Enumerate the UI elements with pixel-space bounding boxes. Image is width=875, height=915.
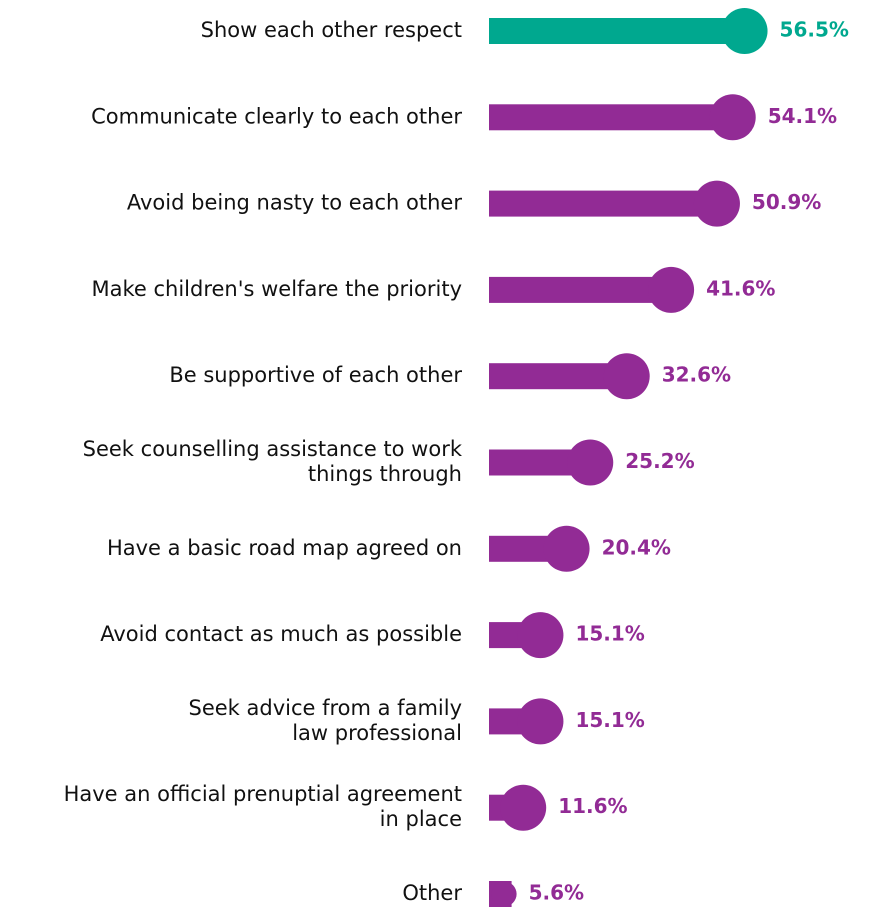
category-label: Make children's welfare the priority [91, 277, 462, 301]
category-label: Communicate clearly to each other [91, 104, 462, 128]
category-label: in place [380, 807, 462, 831]
bar-end-dot [543, 525, 590, 572]
category-label: Have a basic road map agreed on [107, 536, 462, 560]
bar-end-dot [693, 180, 740, 227]
category-label: law professional [292, 721, 462, 745]
value-label: 25.2% [625, 449, 694, 473]
value-label: 41.6% [706, 276, 775, 300]
value-label: 11.6% [558, 794, 627, 818]
bar [489, 104, 747, 131]
bar [489, 18, 759, 44]
category-label: Be supportive of each other [169, 363, 462, 387]
category-label: things through [308, 462, 462, 486]
bar-end-dot [648, 266, 695, 313]
value-label: 56.5% [780, 18, 849, 42]
bar-end-dot [721, 8, 768, 54]
category-label: Seek advice from a family [188, 696, 462, 720]
category-label: Avoid contact as much as possible [100, 622, 462, 646]
category-label: Seek counselling assistance to work [83, 437, 463, 461]
value-label: 20.4% [602, 535, 671, 559]
bar-end-dot [709, 94, 756, 141]
bar [489, 190, 731, 217]
value-label: 50.9% [752, 190, 821, 214]
value-label: 15.1% [575, 622, 644, 646]
category-label: Other [402, 881, 462, 905]
value-label: 32.6% [662, 363, 731, 387]
bar-end-dot [517, 698, 564, 745]
category-label: Have an official prenuptial agreement [64, 782, 462, 806]
category-label: Avoid being nasty to each other [127, 191, 462, 215]
bar-end-dot [500, 784, 547, 831]
value-label: 5.6% [529, 881, 584, 905]
value-label: 54.1% [768, 104, 837, 128]
bar-end-dot [603, 353, 650, 400]
bar-end-dot [491, 881, 517, 907]
category-label: Show each other respect [201, 18, 462, 42]
bar-end-dot [517, 612, 564, 659]
value-label: 15.1% [575, 708, 644, 732]
bar-end-dot [567, 439, 614, 486]
